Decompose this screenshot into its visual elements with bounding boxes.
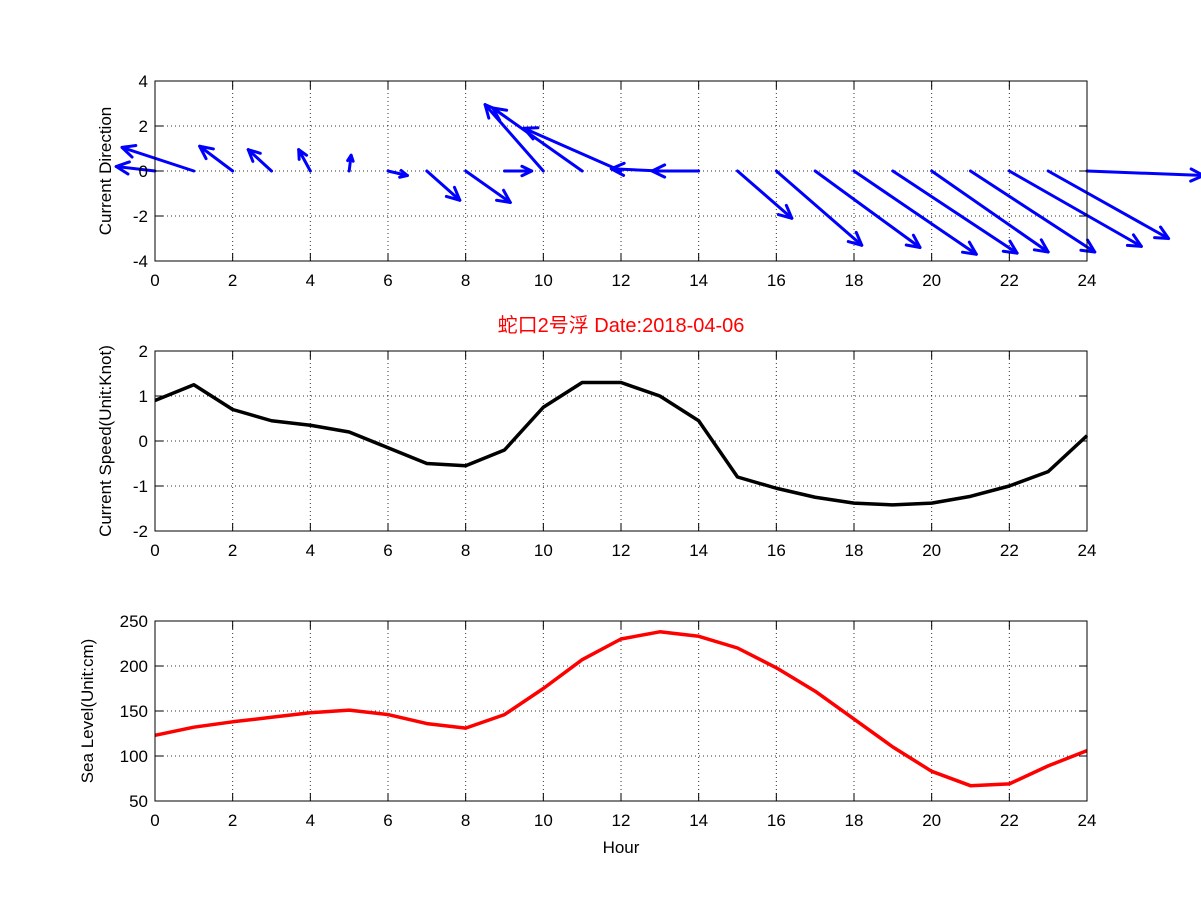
arrow <box>503 164 534 178</box>
arrow <box>813 169 922 249</box>
x-tick-label: 8 <box>461 541 470 560</box>
x-tick-label: 18 <box>845 541 864 560</box>
arrow <box>852 169 978 256</box>
arrow <box>491 106 584 173</box>
y-tick-label: 0 <box>139 432 148 451</box>
arrow <box>297 148 312 173</box>
arrow <box>1046 169 1171 240</box>
x-tick-label: 16 <box>767 541 786 560</box>
x-tick-label: 22 <box>1000 811 1019 830</box>
x-tick-label: 20 <box>922 541 941 560</box>
arrow <box>120 144 196 173</box>
x-tick-label: 10 <box>534 541 553 560</box>
arrow <box>891 169 1019 255</box>
x-tick-label: 10 <box>534 811 553 830</box>
series-line-1 <box>154 630 1088 788</box>
x-tick-label: 16 <box>767 811 786 830</box>
y-tick-label: 1 <box>139 387 148 406</box>
arrow <box>930 169 1050 254</box>
x-axis-label: Hour <box>603 838 640 857</box>
x-tick-label: 24 <box>1078 271 1097 290</box>
y-tick-label: 150 <box>120 702 148 721</box>
x-tick-label: 8 <box>461 271 470 290</box>
x-tick-label: 14 <box>689 541 708 560</box>
y-tick-label: 4 <box>139 72 148 91</box>
x-tick-label: 4 <box>306 541 315 560</box>
x-tick-label: 6 <box>383 811 392 830</box>
x-tick-label: 14 <box>689 271 708 290</box>
x-tick-label: 12 <box>612 811 631 830</box>
x-tick-label: 12 <box>612 271 631 290</box>
arrow <box>522 126 623 173</box>
arrow <box>198 144 235 173</box>
y-axis-label: Current Direction <box>96 107 115 236</box>
arrow <box>1085 167 1201 183</box>
y-tick-label: 2 <box>139 117 148 136</box>
x-tick-label: 14 <box>689 811 708 830</box>
series-line-1 <box>154 380 1089 507</box>
arrow <box>969 169 1097 254</box>
y-axis-label: Current Speed(Unit:Knot) <box>96 345 115 537</box>
x-tick-label: 20 <box>922 271 941 290</box>
x-tick-label: 8 <box>461 811 470 830</box>
y-tick-label: -2 <box>133 207 148 226</box>
arrow <box>246 148 273 173</box>
x-tick-label: 16 <box>767 271 786 290</box>
arrow <box>464 169 512 204</box>
x-tick-label: 6 <box>383 271 392 290</box>
arrow <box>736 169 794 220</box>
y-tick-label: 100 <box>120 747 148 766</box>
y-tick-label: 250 <box>120 612 148 631</box>
x-tick-label: 4 <box>306 271 315 290</box>
y-axis-label: Sea Level(Unit:cm) <box>78 639 97 784</box>
y-tick-label: 2 <box>139 342 148 361</box>
x-tick-label: 22 <box>1000 271 1019 290</box>
x-tick-label: 22 <box>1000 541 1019 560</box>
y-tick-label: 200 <box>120 657 148 676</box>
x-tick-label: 0 <box>150 811 159 830</box>
arrow <box>386 169 409 179</box>
x-tick-label: 2 <box>228 541 237 560</box>
x-tick-label: 18 <box>845 811 864 830</box>
x-tick-label: 0 <box>150 271 159 290</box>
arrow <box>114 160 157 176</box>
x-tick-label: 12 <box>612 541 631 560</box>
x-tick-label: 0 <box>150 541 159 560</box>
y-tick-label: -2 <box>133 522 148 541</box>
x-tick-label: 24 <box>1078 541 1097 560</box>
x-tick-label: 4 <box>306 811 315 830</box>
arrow <box>1007 169 1143 248</box>
arrow <box>774 169 864 247</box>
x-tick-label: 6 <box>383 541 392 560</box>
x-tick-label: 2 <box>228 271 237 290</box>
chart-title: 蛇口2号浮 Date:2018-04-06 <box>498 314 745 337</box>
y-tick-label: 50 <box>129 792 148 811</box>
arrow <box>346 153 355 173</box>
arrow <box>425 169 462 202</box>
x-tick-label: 24 <box>1078 811 1097 830</box>
y-tick-label: -1 <box>133 477 148 496</box>
x-tick-label: 10 <box>534 271 553 290</box>
arrow <box>650 163 701 179</box>
x-tick-label: 20 <box>922 811 941 830</box>
x-tick-label: 18 <box>845 271 864 290</box>
x-tick-label: 2 <box>228 811 237 830</box>
y-tick-label: -4 <box>133 252 148 271</box>
y-tick-label: 0 <box>139 162 148 181</box>
